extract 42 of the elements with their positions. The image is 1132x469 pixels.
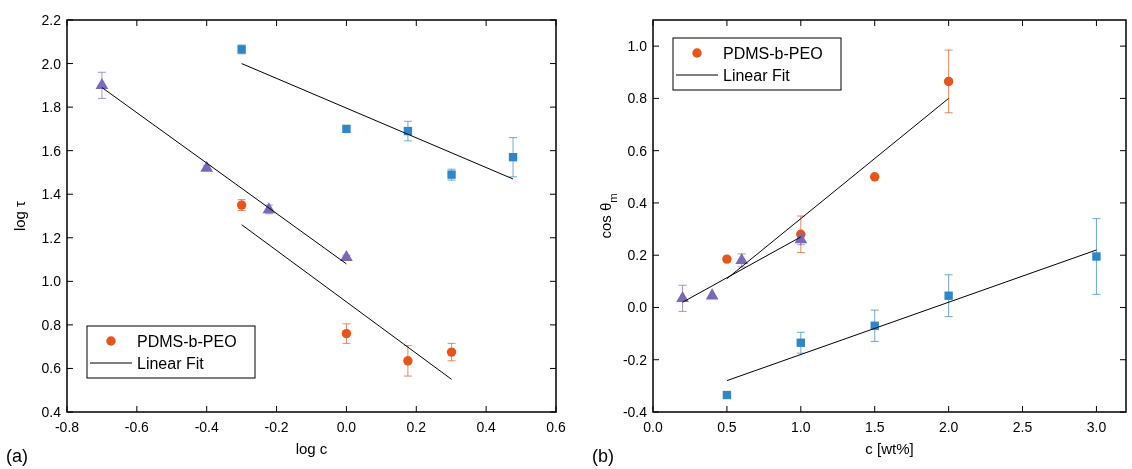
y-tick-label: 0.8 bbox=[627, 90, 648, 107]
y-axis-title: log τ bbox=[11, 200, 28, 232]
y-tick-label: 0.6 bbox=[627, 142, 648, 159]
y-tick-label: 0.4 bbox=[627, 194, 648, 211]
legend-label: Linear Fit bbox=[723, 67, 791, 84]
x-tick-label: 0.0 bbox=[643, 419, 663, 435]
x-tick-label: -0.4 bbox=[194, 419, 219, 435]
y-tick-label: 0.4 bbox=[41, 404, 62, 420]
x-tick-label: -0.8 bbox=[54, 419, 80, 435]
legend-label: Linear Fit bbox=[137, 355, 205, 372]
legend-label: PDMS-b-PEO bbox=[723, 45, 823, 62]
y-tick-label: -0.4 bbox=[622, 404, 648, 420]
text: (b) bbox=[592, 446, 614, 466]
y-tick-label: 0.6 bbox=[41, 360, 62, 377]
y-tick-label: 1.4 bbox=[41, 186, 62, 203]
x-tick-label: 3.0 bbox=[1086, 419, 1107, 435]
x-tick-label: 0.2 bbox=[406, 419, 427, 435]
y-tick-label: 2.2 bbox=[41, 12, 62, 28]
x-tick-label: 0.5 bbox=[717, 419, 737, 435]
x-tick-label: 1.5 bbox=[864, 419, 885, 435]
x-tick-label: 0.4 bbox=[476, 419, 497, 435]
x-tick-label: -0.2 bbox=[264, 419, 289, 435]
x-tick-label: 2.0 bbox=[938, 419, 959, 435]
y-tick-label: 0.0 bbox=[627, 299, 648, 316]
x-axis-title: c [wt%] bbox=[865, 440, 914, 457]
y-tick-label: 1.6 bbox=[41, 142, 62, 159]
x-tick-label: 1.0 bbox=[791, 419, 811, 435]
y-tick-label: 1.0 bbox=[41, 273, 62, 290]
x-tick-label: 0.6 bbox=[546, 419, 566, 435]
legend-label: PDMS-b-PEO bbox=[137, 333, 237, 350]
y-tick-label: -0.2 bbox=[622, 351, 648, 368]
x-tick-label: -0.6 bbox=[124, 419, 150, 435]
y-tick-label: 0.2 bbox=[627, 247, 648, 264]
x-axis-title: log c bbox=[295, 440, 328, 457]
y-tick-label: 1.0 bbox=[627, 38, 648, 55]
y-tick-label: 1.2 bbox=[41, 229, 62, 246]
text: (a) bbox=[6, 446, 28, 466]
x-tick-label: 0.0 bbox=[336, 419, 357, 435]
y-tick-label: 2.0 bbox=[41, 55, 62, 72]
y-tick-label: 1.8 bbox=[41, 99, 62, 116]
x-tick-label: 2.5 bbox=[1012, 419, 1033, 435]
y-tick-label: 0.8 bbox=[41, 316, 62, 333]
